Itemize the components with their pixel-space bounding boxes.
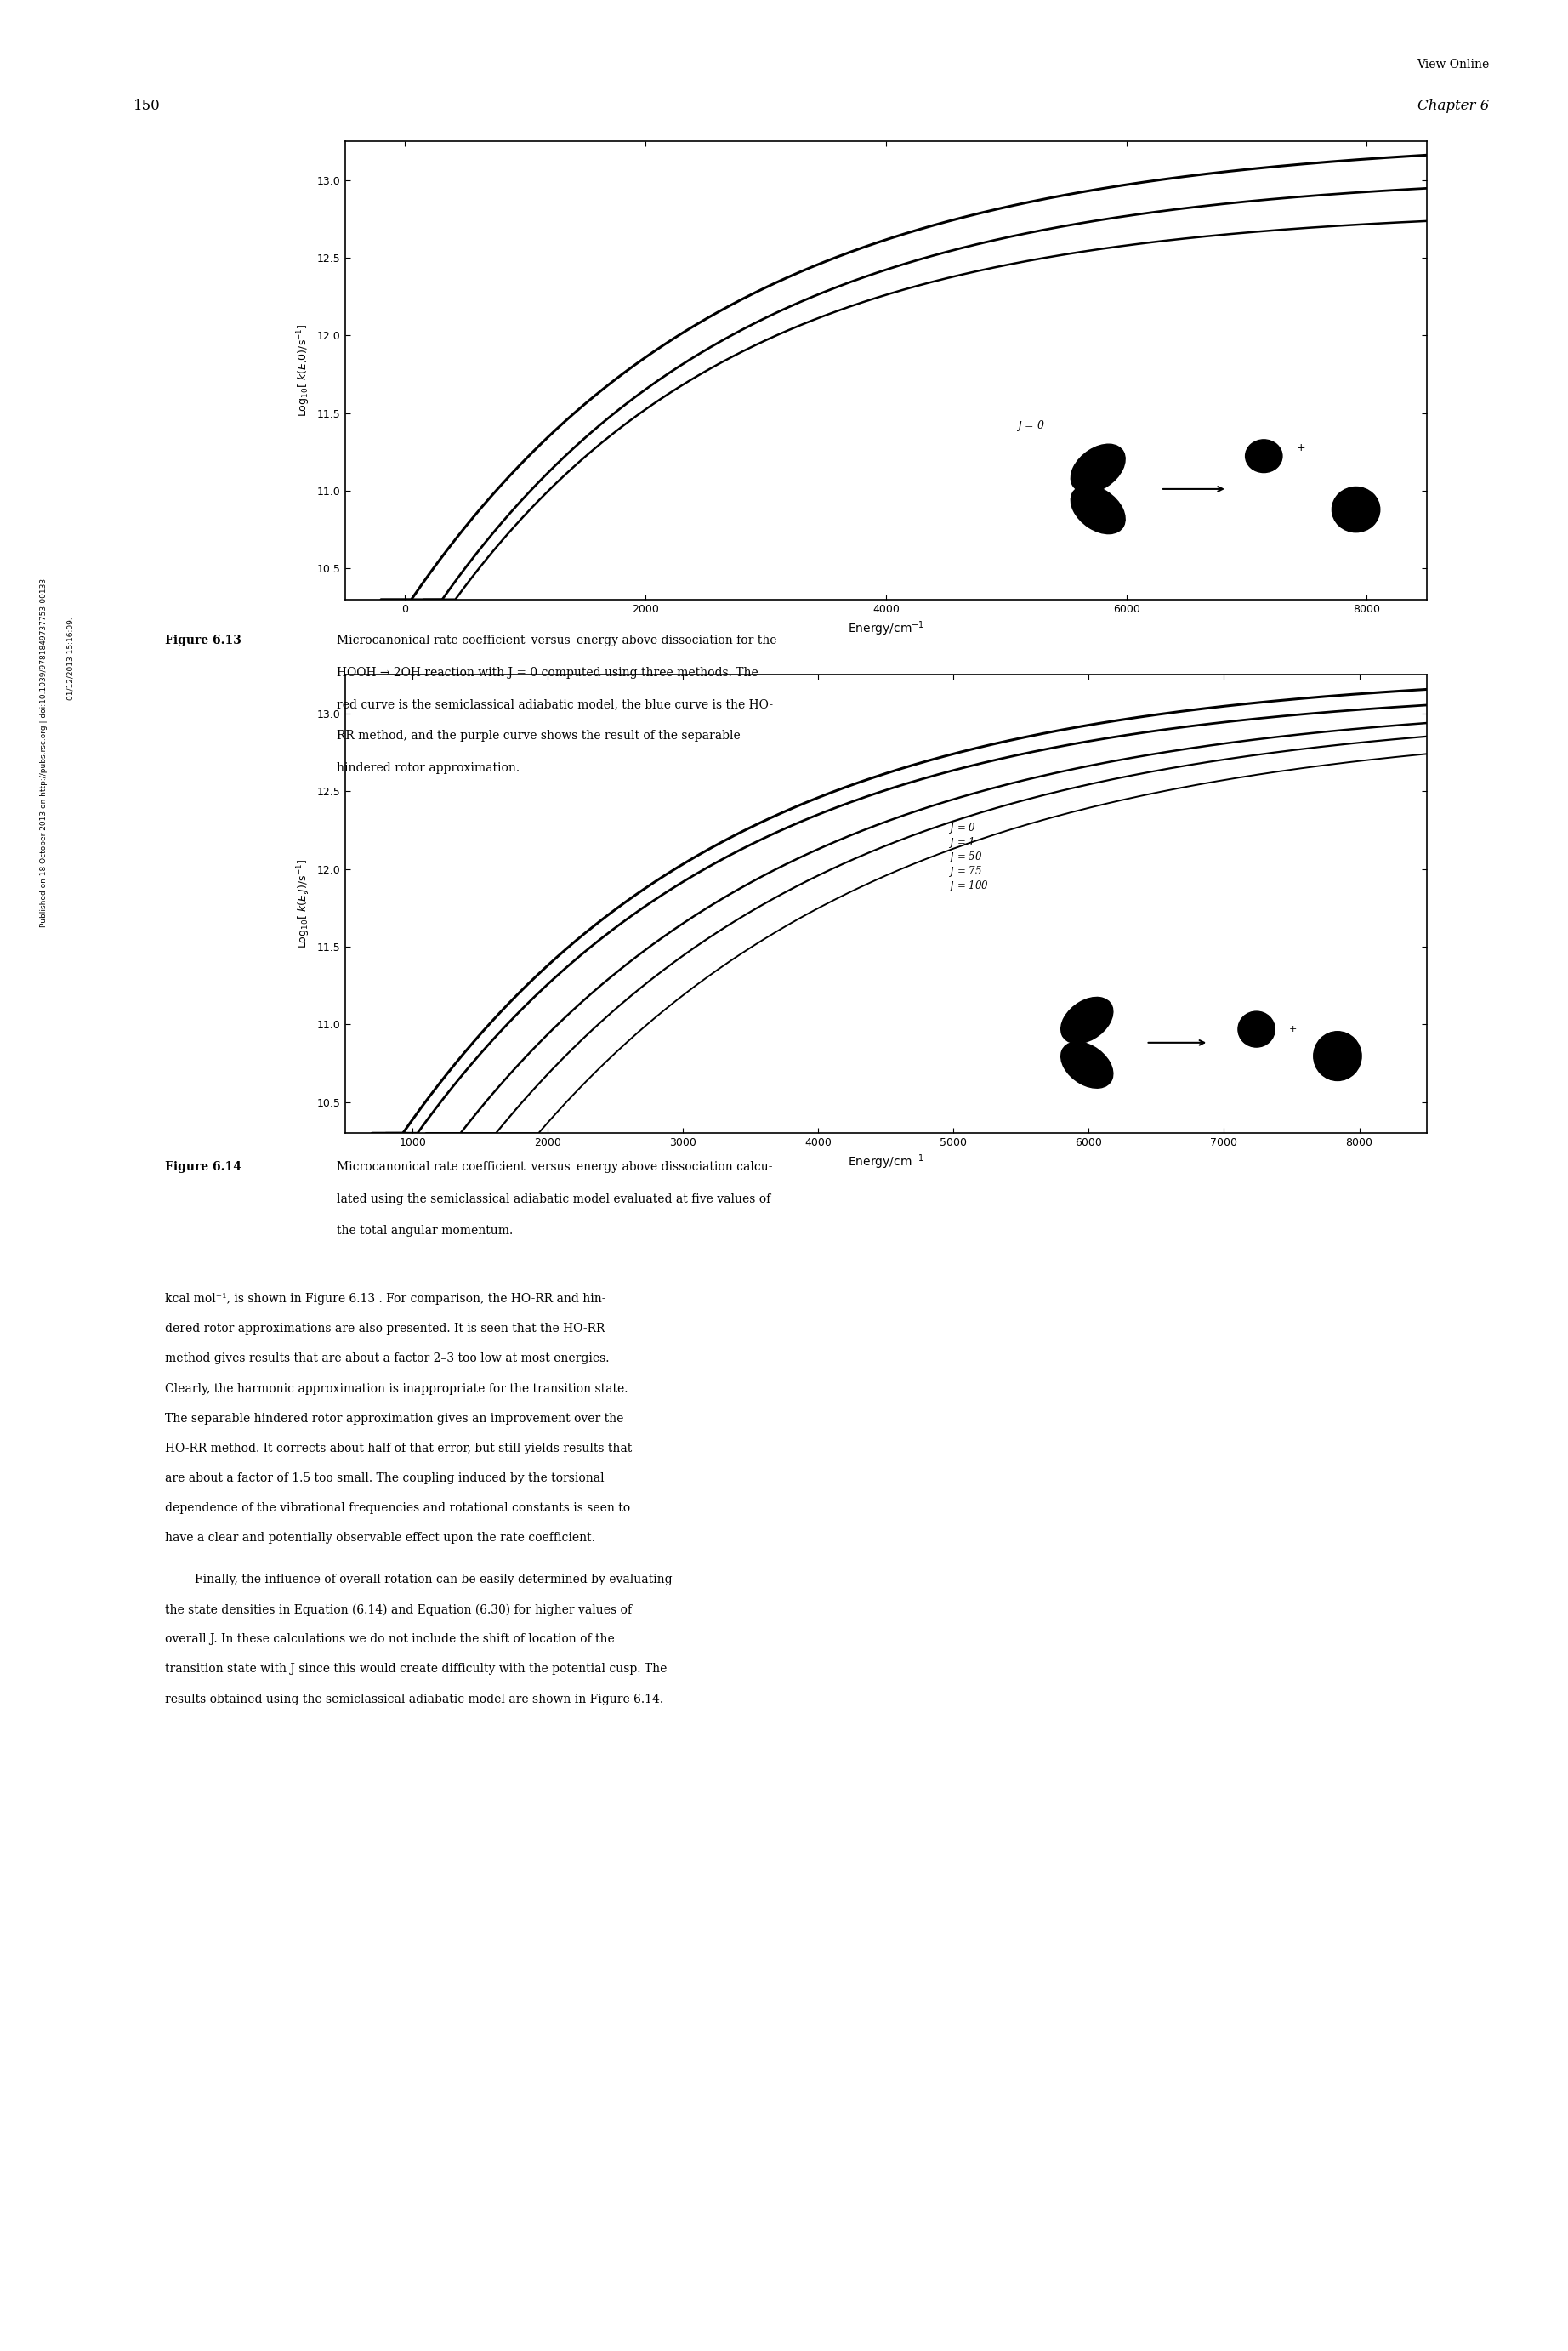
Ellipse shape bbox=[1331, 487, 1380, 531]
Text: Chapter 6: Chapter 6 bbox=[1417, 99, 1490, 113]
Ellipse shape bbox=[1245, 440, 1283, 473]
Text: kcal mol⁻¹, is shown in Figure 6.13 . For comparison, the HO-RR and hin-: kcal mol⁻¹, is shown in Figure 6.13 . Fo… bbox=[165, 1293, 605, 1305]
Text: RR method, and the purple curve shows the result of the separable: RR method, and the purple curve shows th… bbox=[337, 729, 740, 743]
Text: Microcanonical rate coefficient  versus  energy above dissociation calcu-: Microcanonical rate coefficient versus e… bbox=[337, 1161, 773, 1173]
Text: method gives results that are about a factor 2–3 too low at most energies.: method gives results that are about a fa… bbox=[165, 1352, 608, 1364]
Ellipse shape bbox=[1239, 1011, 1275, 1046]
Text: the state densities in Equation (6.14) and Equation (6.30) for higher values of: the state densities in Equation (6.14) a… bbox=[165, 1603, 632, 1615]
Text: Finally, the influence of overall rotation can be easily determined by evaluatin: Finally, the influence of overall rotati… bbox=[165, 1573, 673, 1585]
Ellipse shape bbox=[1314, 1032, 1361, 1081]
Text: transition state with J since this would create difficulty with the potential cu: transition state with J since this would… bbox=[165, 1662, 666, 1676]
Text: Microcanonical rate coefficient  versus  energy above dissociation for the: Microcanonical rate coefficient versus e… bbox=[337, 635, 778, 647]
X-axis label: Energy/cm$^{-1}$: Energy/cm$^{-1}$ bbox=[848, 1152, 924, 1171]
Text: have a clear and potentially observable effect upon the rate coefficient.: have a clear and potentially observable … bbox=[165, 1533, 594, 1545]
Text: dependence of the vibrational frequencies and rotational constants is seen to: dependence of the vibrational frequencie… bbox=[165, 1502, 630, 1514]
Text: lated using the semiclassical adiabatic model evaluated at five values of: lated using the semiclassical adiabatic … bbox=[337, 1194, 771, 1206]
Text: $J$ = 0: $J$ = 0 bbox=[1016, 418, 1044, 433]
Text: the total angular momentum.: the total angular momentum. bbox=[337, 1225, 513, 1237]
Text: HOOH → 2OH reaction with J = 0 computed using three methods. The: HOOH → 2OH reaction with J = 0 computed … bbox=[337, 668, 759, 679]
Text: $J$ = 1: $J$ = 1 bbox=[949, 835, 975, 849]
Text: overall J. In these calculations we do not include the shift of location of the: overall J. In these calculations we do n… bbox=[165, 1634, 615, 1646]
Text: are about a factor of 1.5 too small. The coupling induced by the torsional: are about a factor of 1.5 too small. The… bbox=[165, 1472, 604, 1483]
Text: red curve is the semiclassical adiabatic model, the blue curve is the HO-: red curve is the semiclassical adiabatic… bbox=[337, 698, 773, 710]
Ellipse shape bbox=[1071, 484, 1126, 534]
Text: hindered rotor approximation.: hindered rotor approximation. bbox=[337, 762, 521, 773]
Text: $J$ = 0: $J$ = 0 bbox=[949, 820, 977, 835]
Text: 01/12/2013 15:16:09.: 01/12/2013 15:16:09. bbox=[67, 616, 74, 701]
Text: View Online: View Online bbox=[1417, 59, 1490, 71]
Text: +: + bbox=[1289, 1025, 1297, 1034]
Text: HO-RR method. It corrects about half of that error, but still yields results tha: HO-RR method. It corrects about half of … bbox=[165, 1441, 632, 1455]
Text: Published on 18 October 2013 on http://pubs.rsc.org | doi:10.1039/9781849737753-: Published on 18 October 2013 on http://p… bbox=[41, 578, 47, 926]
X-axis label: Energy/cm$^{-1}$: Energy/cm$^{-1}$ bbox=[848, 618, 924, 637]
Text: results obtained using the semiclassical adiabatic model are shown in Figure 6.1: results obtained using the semiclassical… bbox=[165, 1693, 663, 1704]
Text: $J$ = 50: $J$ = 50 bbox=[949, 849, 983, 865]
Y-axis label: Log$_{10}$[ $k$($E$,$J$)/s$^{-1}$]: Log$_{10}$[ $k$($E$,$J$)/s$^{-1}$] bbox=[296, 858, 312, 950]
Ellipse shape bbox=[1062, 1041, 1113, 1089]
Text: 150: 150 bbox=[133, 99, 160, 113]
Text: Figure 6.13: Figure 6.13 bbox=[165, 635, 241, 647]
Text: Figure 6.14: Figure 6.14 bbox=[165, 1161, 241, 1173]
Text: The separable hindered rotor approximation gives an improvement over the: The separable hindered rotor approximati… bbox=[165, 1413, 624, 1425]
Y-axis label: Log$_{10}$[ $k$($E$,0)/s$^{-1}$]: Log$_{10}$[ $k$($E$,0)/s$^{-1}$] bbox=[296, 324, 312, 416]
Text: $J$ = 100: $J$ = 100 bbox=[949, 879, 989, 893]
Text: +: + bbox=[1297, 442, 1305, 454]
Text: Clearly, the harmonic approximation is inappropriate for the transition state.: Clearly, the harmonic approximation is i… bbox=[165, 1382, 627, 1394]
Text: $J$ = 75: $J$ = 75 bbox=[949, 865, 983, 879]
Text: dered rotor approximations are also presented. It is seen that the HO-RR: dered rotor approximations are also pres… bbox=[165, 1324, 605, 1335]
Ellipse shape bbox=[1062, 997, 1113, 1044]
Ellipse shape bbox=[1071, 444, 1126, 494]
